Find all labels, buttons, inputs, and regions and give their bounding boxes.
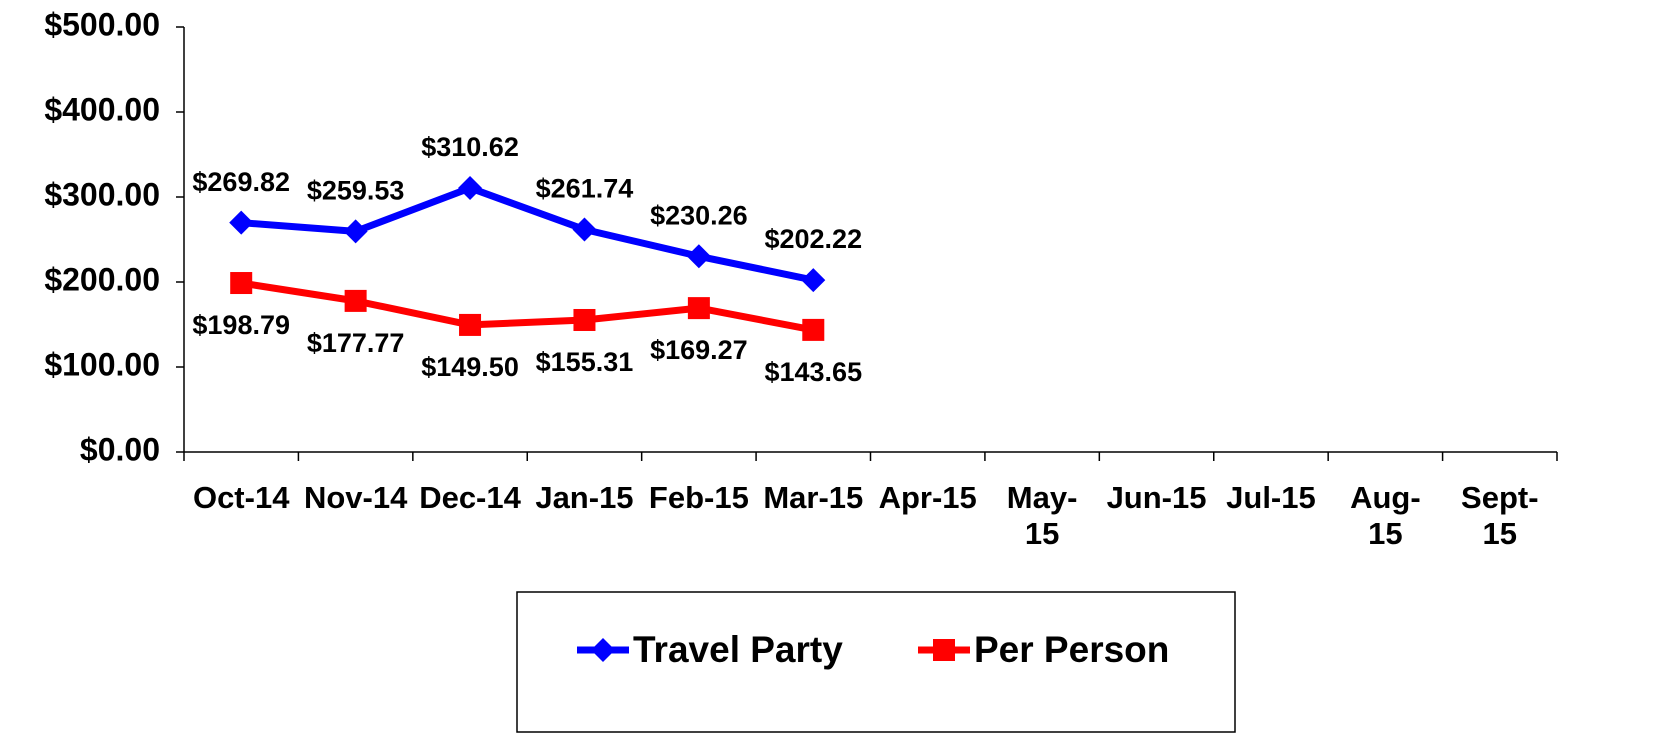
legend: Travel Party Per Person bbox=[577, 629, 1169, 670]
series-line bbox=[240, 279, 814, 334]
data-label: $149.50 bbox=[421, 352, 519, 382]
data-label: $143.65 bbox=[764, 357, 862, 387]
data-point bbox=[686, 244, 711, 269]
data-label: $155.31 bbox=[536, 347, 634, 377]
legend-marker bbox=[591, 638, 615, 662]
data-label: $310.62 bbox=[421, 132, 519, 162]
x-tick-label: Jan-15 bbox=[535, 480, 634, 515]
x-tick-label: Jul-15 bbox=[1226, 480, 1316, 515]
data-label: $202.22 bbox=[764, 224, 862, 254]
x-tick-label-box: Nov-14 bbox=[303, 480, 408, 515]
x-tick-label-box: Mar-15 bbox=[763, 480, 864, 515]
x-tick-label: Nov-14 bbox=[303, 480, 408, 515]
data-point bbox=[802, 318, 825, 341]
x-tick-label: Oct-14 bbox=[192, 480, 290, 515]
y-tick-label: $0.00 bbox=[80, 431, 160, 467]
y-tick-label: $400.00 bbox=[44, 91, 160, 127]
data-point bbox=[458, 175, 483, 200]
data-point bbox=[230, 272, 253, 295]
y-tick-label: $200.00 bbox=[44, 261, 160, 297]
x-tick-label-box: Sept-15 bbox=[1461, 480, 1539, 551]
x-tick-label-box: Jun-15 bbox=[1106, 480, 1207, 515]
data-point bbox=[229, 210, 254, 235]
x-tick-label-box: Feb-15 bbox=[648, 480, 749, 515]
data-label: $198.79 bbox=[192, 310, 290, 340]
x-tick-label-box: Oct-14 bbox=[192, 480, 290, 515]
x-tick-label: Sept-15 bbox=[1461, 480, 1539, 551]
data-label: $169.27 bbox=[650, 335, 748, 365]
data-label: $261.74 bbox=[536, 174, 634, 204]
data-point bbox=[687, 297, 710, 320]
x-tick-label: Feb-15 bbox=[648, 480, 749, 515]
x-tick-label: Apr-15 bbox=[878, 480, 977, 515]
y-tick-label: $500.00 bbox=[44, 6, 160, 42]
legend-label: Per Person bbox=[974, 629, 1169, 670]
data-label: $177.77 bbox=[307, 328, 405, 358]
x-tick-label: Jun-15 bbox=[1106, 480, 1207, 515]
x-tick-label: May-15 bbox=[1006, 480, 1078, 551]
x-tick-label-box: Apr-15 bbox=[878, 480, 977, 515]
series-line bbox=[240, 184, 815, 284]
legend-marker bbox=[933, 639, 955, 661]
data-point bbox=[343, 219, 368, 244]
y-tick-label: $300.00 bbox=[44, 176, 160, 212]
data-point bbox=[459, 313, 482, 336]
x-tick-label: Mar-15 bbox=[763, 480, 864, 515]
data-point bbox=[801, 268, 826, 293]
data-point bbox=[572, 217, 597, 242]
x-tick-label: Aug-15 bbox=[1350, 480, 1421, 551]
x-tick-label-box: May-15 bbox=[1006, 480, 1078, 551]
legend-box bbox=[516, 591, 1236, 733]
data-label: $230.26 bbox=[650, 200, 748, 230]
x-tick-label-box: Jan-15 bbox=[535, 480, 634, 515]
x-tick-label-box: Aug-15 bbox=[1350, 480, 1421, 551]
legend-label: Travel Party bbox=[633, 629, 843, 670]
y-tick-label: $100.00 bbox=[44, 346, 160, 382]
x-tick-label: Dec-14 bbox=[419, 480, 521, 515]
data-point bbox=[344, 289, 367, 312]
data-point bbox=[573, 308, 596, 331]
x-tick-label-box: Dec-14 bbox=[419, 480, 521, 515]
data-label: $269.82 bbox=[192, 167, 290, 197]
data-label: $259.53 bbox=[307, 176, 405, 206]
x-tick-label-box: Jul-15 bbox=[1226, 480, 1316, 515]
